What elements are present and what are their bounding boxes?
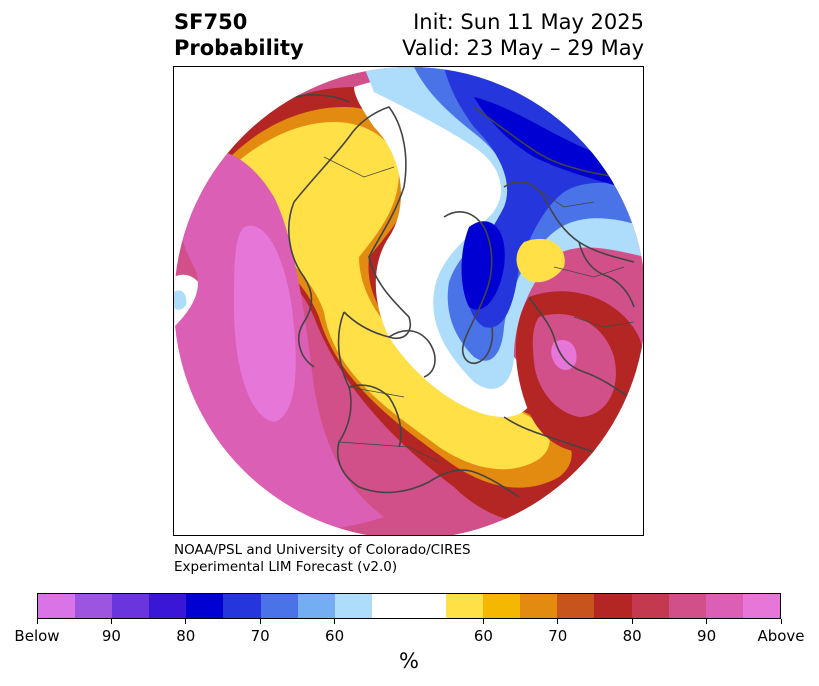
credit-line-1: NOAA/PSL and University of Colorado/CIRE…: [174, 542, 471, 558]
colorbar-tick-label: 80: [176, 627, 196, 645]
colorbar: [37, 593, 781, 619]
init-date: Init: Sun 11 May 2025: [413, 10, 644, 34]
colorbar-tickmark: [334, 619, 336, 624]
colorbar-segment: [334, 594, 372, 618]
valid-date: Valid: 23 May – 29 May: [402, 36, 644, 60]
colorbar-tickmark: [631, 619, 633, 624]
colorbar-tick-label: 80: [622, 627, 642, 645]
map-title: SF750 Probability: [174, 9, 304, 61]
colorbar-tick-label: 60: [325, 627, 345, 645]
colorbar-tickmark: [36, 619, 38, 624]
region-pink-europe: [532, 313, 616, 417]
colorbar-tickmark: [706, 619, 708, 624]
colorbar-tickmark: [259, 619, 261, 624]
colorbar-tick-label: Below: [14, 627, 60, 645]
colorbar-segment: [742, 594, 780, 618]
region-blue-core-greenland: [461, 221, 505, 310]
colorbar-segment: [631, 594, 669, 618]
colorbar-segment: [112, 594, 150, 618]
colorbar-segment: [668, 594, 706, 618]
colorbar-segment: [38, 594, 76, 618]
colorbar-segment: [149, 594, 187, 618]
colorbar-tick-label: 60: [473, 627, 493, 645]
polar-map-svg: [174, 67, 643, 535]
polar-map: [173, 66, 644, 536]
region-yellow: [204, 122, 550, 470]
colorbar-tick-label: Above: [757, 627, 805, 645]
borders: [323, 156, 635, 463]
title-subtitle: Probability: [174, 36, 304, 60]
colorbar-tick-label: 90: [101, 627, 121, 645]
colorbar-segment: [297, 594, 335, 618]
colorbar-segment: [371, 594, 447, 618]
data-credit: NOAA/PSL and University of Colorado/CIRE…: [174, 542, 471, 576]
colorbar-tickmark: [557, 619, 559, 624]
colorbar-segment: [705, 594, 743, 618]
coastlines: [233, 94, 635, 498]
title-variable: SF750: [174, 10, 248, 34]
colorbar-segment: [520, 594, 558, 618]
colorbar-unit: %: [399, 649, 419, 673]
region-magenta-pacific: [234, 225, 296, 422]
colorbar-tick-label: 90: [697, 627, 717, 645]
colorbar-segment: [260, 594, 298, 618]
region-lightblue-pacific: [174, 290, 187, 310]
colorbar-segment: [446, 594, 484, 618]
colorbar-segment: [223, 594, 261, 618]
colorbar-tickmark: [780, 619, 782, 624]
colorbar-tickmark: [185, 619, 187, 624]
colorbar-segment: [186, 594, 224, 618]
colorbar-tickmark: [482, 619, 484, 624]
colorbar-segment: [75, 594, 113, 618]
colorbar-tick-label: 70: [250, 627, 270, 645]
forecast-dates: Init: Sun 11 May 2025 Valid: 23 May – 29…: [402, 9, 644, 61]
colorbar-segment: [483, 594, 521, 618]
region-yellow-europe: [516, 238, 565, 283]
colorbar-segment: [594, 594, 632, 618]
colorbar-tickmark: [110, 619, 112, 624]
region-blue-core: [474, 97, 618, 185]
credit-line-2: Experimental LIM Forecast (v2.0): [174, 559, 398, 575]
colorbar-segment: [557, 594, 595, 618]
colorbar-tick-label: 70: [548, 627, 568, 645]
